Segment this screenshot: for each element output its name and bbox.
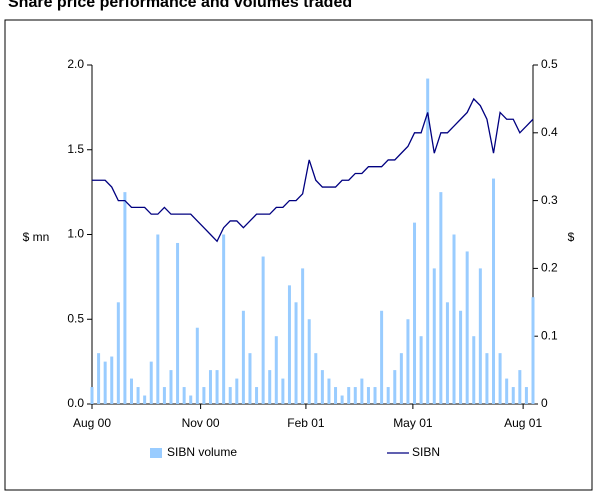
volume-bar (413, 222, 417, 404)
y2-tick-label: 0 (541, 396, 548, 410)
volume-bar (116, 302, 120, 404)
volume-bar (294, 302, 298, 404)
volume-bar (287, 285, 291, 404)
volume-bar (143, 395, 147, 404)
y2-axis-label: $ (568, 230, 575, 244)
volume-bar (248, 353, 252, 404)
volume-bar (215, 370, 219, 404)
volume-bar (255, 387, 259, 404)
y-tick-label: 2.0 (67, 57, 84, 71)
y2-tick-label: 0.5 (541, 57, 558, 71)
volume-bar (498, 353, 502, 404)
volume-bar (268, 370, 272, 404)
y-tick-label: 0.5 (67, 311, 84, 325)
volume-bar (169, 370, 173, 404)
volume-bar (235, 378, 239, 404)
volume-bar (353, 387, 357, 404)
volume-bar (281, 378, 285, 404)
volume-bar (241, 310, 245, 404)
volume-bar (301, 268, 305, 404)
volume-bar (439, 192, 443, 404)
volume-bar (189, 395, 193, 404)
y-axis-label: $ mn (23, 230, 50, 244)
y-tick-label: 1.5 (67, 142, 84, 156)
volume-bar (518, 370, 522, 404)
volume-bar (459, 310, 463, 404)
volume-bar (531, 297, 535, 404)
volume-bar (110, 356, 114, 404)
volume-bar (327, 378, 331, 404)
volume-bar (478, 268, 482, 404)
volume-bar (393, 370, 397, 404)
volume-bar (465, 251, 469, 404)
y2-tick-label: 0.2 (541, 261, 558, 275)
volume-bar (366, 387, 370, 404)
x-tick-label: Nov 00 (182, 416, 220, 430)
x-tick-label: Aug 01 (504, 416, 542, 430)
volume-bar (162, 387, 166, 404)
volume-bar (202, 387, 206, 404)
volume-bar (386, 387, 390, 404)
volume-bar (492, 178, 496, 404)
volume-bar (340, 395, 344, 404)
volume-bar (472, 336, 476, 404)
y-tick-label: 1.0 (67, 227, 84, 241)
volume-bar (195, 327, 199, 404)
legend-label: SIBN (412, 445, 440, 459)
volume-bar (136, 387, 140, 404)
volume-bar (274, 336, 278, 404)
volume-bar (426, 78, 430, 404)
chart-title: Share price performance and volumes trad… (8, 0, 352, 11)
x-tick-label: May 01 (393, 416, 433, 430)
x-tick-label: Aug 00 (73, 416, 111, 430)
y2-tick-label: 0.3 (541, 193, 558, 207)
legend-swatch (150, 448, 162, 458)
volume-bar (149, 361, 153, 404)
volume-bar (97, 353, 101, 404)
volume-bar (320, 370, 324, 404)
x-tick-label: Feb 01 (287, 416, 325, 430)
volume-bar (103, 361, 107, 404)
volume-bar (90, 387, 94, 404)
volume-bar (129, 378, 133, 404)
volume-bar (347, 387, 351, 404)
volume-bar (399, 353, 403, 404)
y2-tick-label: 0.1 (541, 328, 558, 342)
volume-bar (373, 387, 377, 404)
volume-bar (485, 353, 489, 404)
legend-label: SIBN volume (167, 445, 237, 459)
volume-bar (406, 319, 410, 404)
volume-bar (334, 387, 338, 404)
volume-bar (182, 387, 186, 404)
y2-tick-label: 0.4 (541, 125, 558, 139)
volume-bar (208, 370, 212, 404)
volume-bar (511, 387, 515, 404)
volume-bar (314, 353, 318, 404)
volume-bar (419, 336, 423, 404)
volume-bar (156, 234, 160, 404)
volume-bar (261, 256, 265, 404)
volume-bar (123, 192, 127, 404)
volume-bar (307, 319, 311, 404)
volume-bar (222, 234, 226, 404)
volume-bar (505, 378, 509, 404)
price-line (92, 97, 534, 243)
volume-bar (360, 378, 364, 404)
volume-bar (452, 234, 456, 404)
volume-bar (228, 387, 232, 404)
volume-bar (445, 302, 449, 404)
volume-bar (432, 268, 436, 404)
volume-bar (176, 242, 180, 404)
y-tick-label: 0.0 (67, 396, 84, 410)
volume-bar (524, 387, 528, 404)
volume-bar (380, 310, 384, 404)
